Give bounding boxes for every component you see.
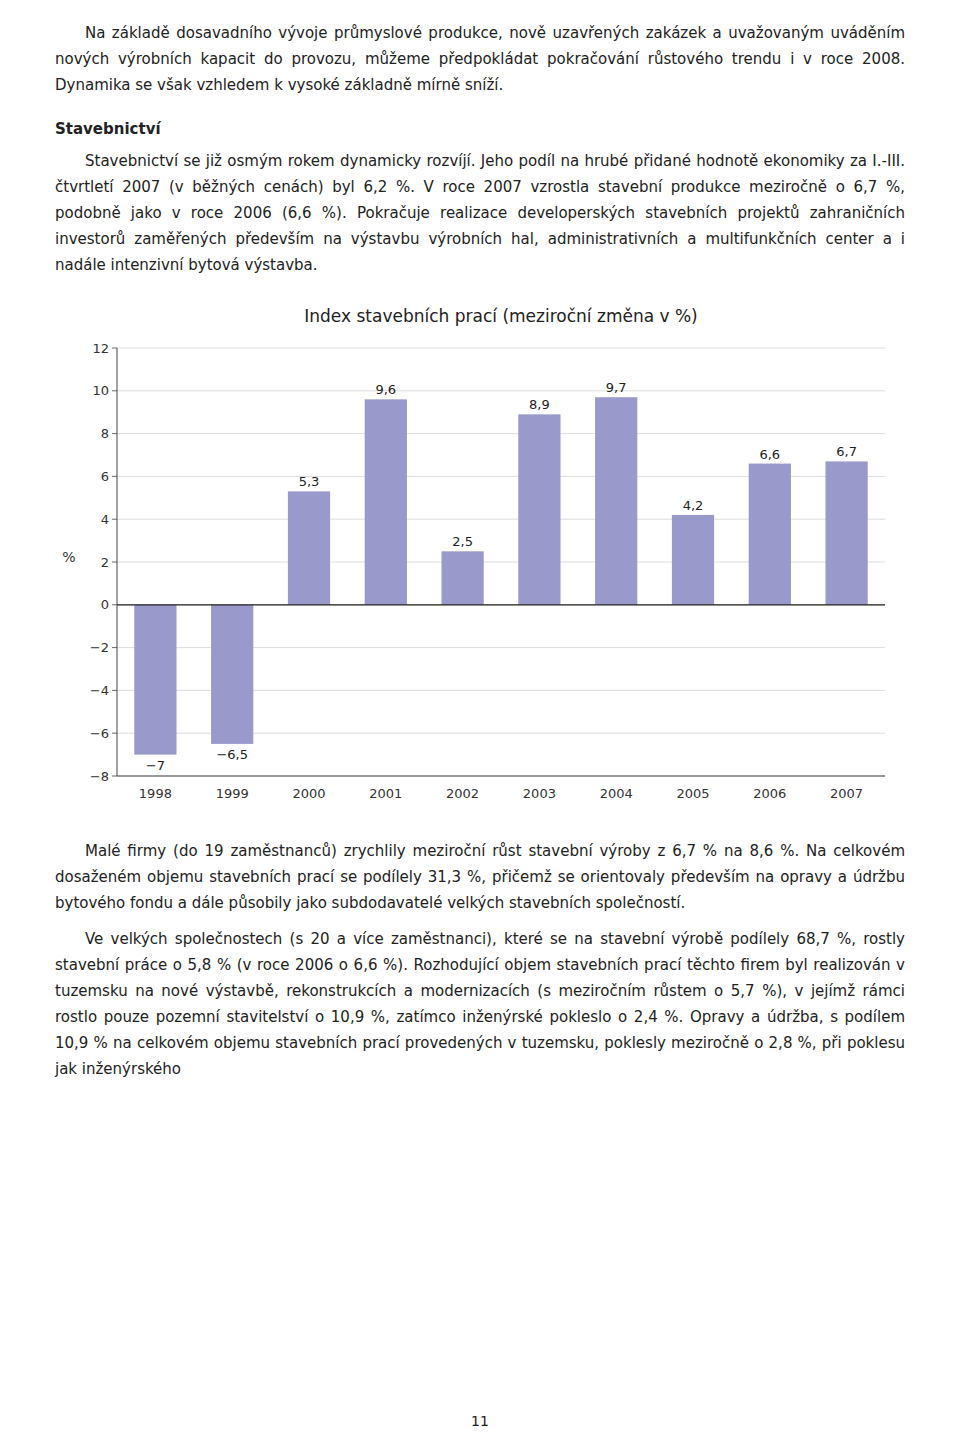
bar-chart: Index stavebních prací (meziroční změna … [55, 296, 905, 816]
text-after: Malé firmy (do 19 zaměstnanců) zrychlily… [55, 838, 905, 1082]
y-tick-label: −6 [90, 726, 109, 741]
y-tick [112, 733, 117, 734]
chart-title: Index stavebních prací (meziroční změna … [304, 306, 698, 326]
y-tick-label: 12 [92, 341, 109, 356]
y-tick [112, 604, 117, 605]
data-label: 9,6 [375, 382, 396, 397]
y-tick-label: 2 [101, 555, 109, 570]
paragraph: Stavebnictví se již osmým rokem dynamick… [55, 148, 905, 278]
x-tick-label: 2007 [830, 786, 863, 801]
bars [134, 397, 867, 754]
data-label: 6,6 [759, 447, 780, 462]
x-axis-line [117, 776, 885, 777]
zero-line [117, 604, 885, 605]
bar [288, 491, 330, 604]
data-labels: −7 −6,5 5,3 9,6 2,5 8,9 9,7 4,2 6,6 6,7 [146, 380, 857, 772]
y-tick [112, 776, 117, 777]
y-tick-label: −2 [90, 640, 109, 655]
paragraph: Ve velkých společnostech (s 20 a více za… [55, 926, 905, 1082]
y-tick [112, 519, 117, 520]
y-tick-label: 8 [101, 426, 109, 441]
y-tick [112, 348, 117, 349]
text-before: Na základě dosavadního vývoje průmyslové… [55, 20, 905, 278]
data-label: −7 [146, 758, 165, 773]
grid-line [117, 348, 885, 349]
x-axis: 1998 1999 2000 2001 2002 2003 2004 2005 2006 2007 [139, 786, 863, 801]
grid-line [117, 604, 885, 605]
y-tick [112, 562, 117, 563]
paragraph: Malé firmy (do 19 zaměstnanců) zrychlily… [55, 838, 905, 916]
data-label: 2,5 [452, 534, 473, 549]
x-tick-label: 2005 [676, 786, 709, 801]
x-tick-label: 2004 [600, 786, 633, 801]
x-tick-label: 1998 [139, 786, 172, 801]
x-tick-label: 2001 [369, 786, 402, 801]
bar [441, 551, 483, 605]
data-label: −6,5 [216, 747, 248, 762]
y-tick-label: 4 [101, 512, 109, 527]
x-tick-label: 2000 [292, 786, 325, 801]
data-label: 6,7 [836, 444, 857, 459]
y-tick [112, 647, 117, 648]
data-label: 8,9 [529, 397, 550, 412]
x-tick-label: 2002 [446, 786, 479, 801]
page-content: Na základě dosavadního vývoje průmyslové… [0, 0, 960, 1082]
x-tick-label: 2003 [523, 786, 556, 801]
x-tick-label: 1999 [216, 786, 249, 801]
y-tick-label: −8 [90, 769, 109, 784]
bar [365, 399, 407, 604]
data-label: 4,2 [683, 498, 704, 513]
section-heading: Stavebnictví [55, 116, 905, 142]
y-tick-label: 10 [92, 383, 109, 398]
bar [595, 397, 637, 605]
bar [825, 461, 867, 604]
bar [672, 515, 714, 605]
y-tick [112, 390, 117, 391]
paragraph: Na základě dosavadního vývoje průmyslové… [55, 20, 905, 98]
grid-line [117, 433, 885, 434]
data-label: 5,3 [299, 474, 320, 489]
y-tick-label: 6 [101, 469, 109, 484]
grid-line [117, 390, 885, 391]
page-number: 11 [0, 1413, 960, 1429]
y-tick [112, 433, 117, 434]
y-axis-label: % [62, 549, 75, 565]
bar [518, 414, 560, 604]
y-axis-line [117, 348, 118, 776]
y-tick [112, 690, 117, 691]
grid-line [117, 776, 885, 777]
y-tick [112, 476, 117, 477]
y-axis: −8 −6 −4 −2 0 2 4 6 8 10 12 [90, 341, 117, 784]
chart-container: Index stavebních prací (meziroční změna … [55, 296, 905, 820]
grid [117, 348, 885, 776]
bar [211, 605, 253, 744]
y-tick-label: 0 [101, 597, 109, 612]
bar [749, 464, 791, 605]
data-label: 9,7 [606, 380, 627, 395]
x-tick-label: 2006 [753, 786, 786, 801]
bar [134, 605, 176, 755]
y-tick-label: −4 [90, 683, 109, 698]
